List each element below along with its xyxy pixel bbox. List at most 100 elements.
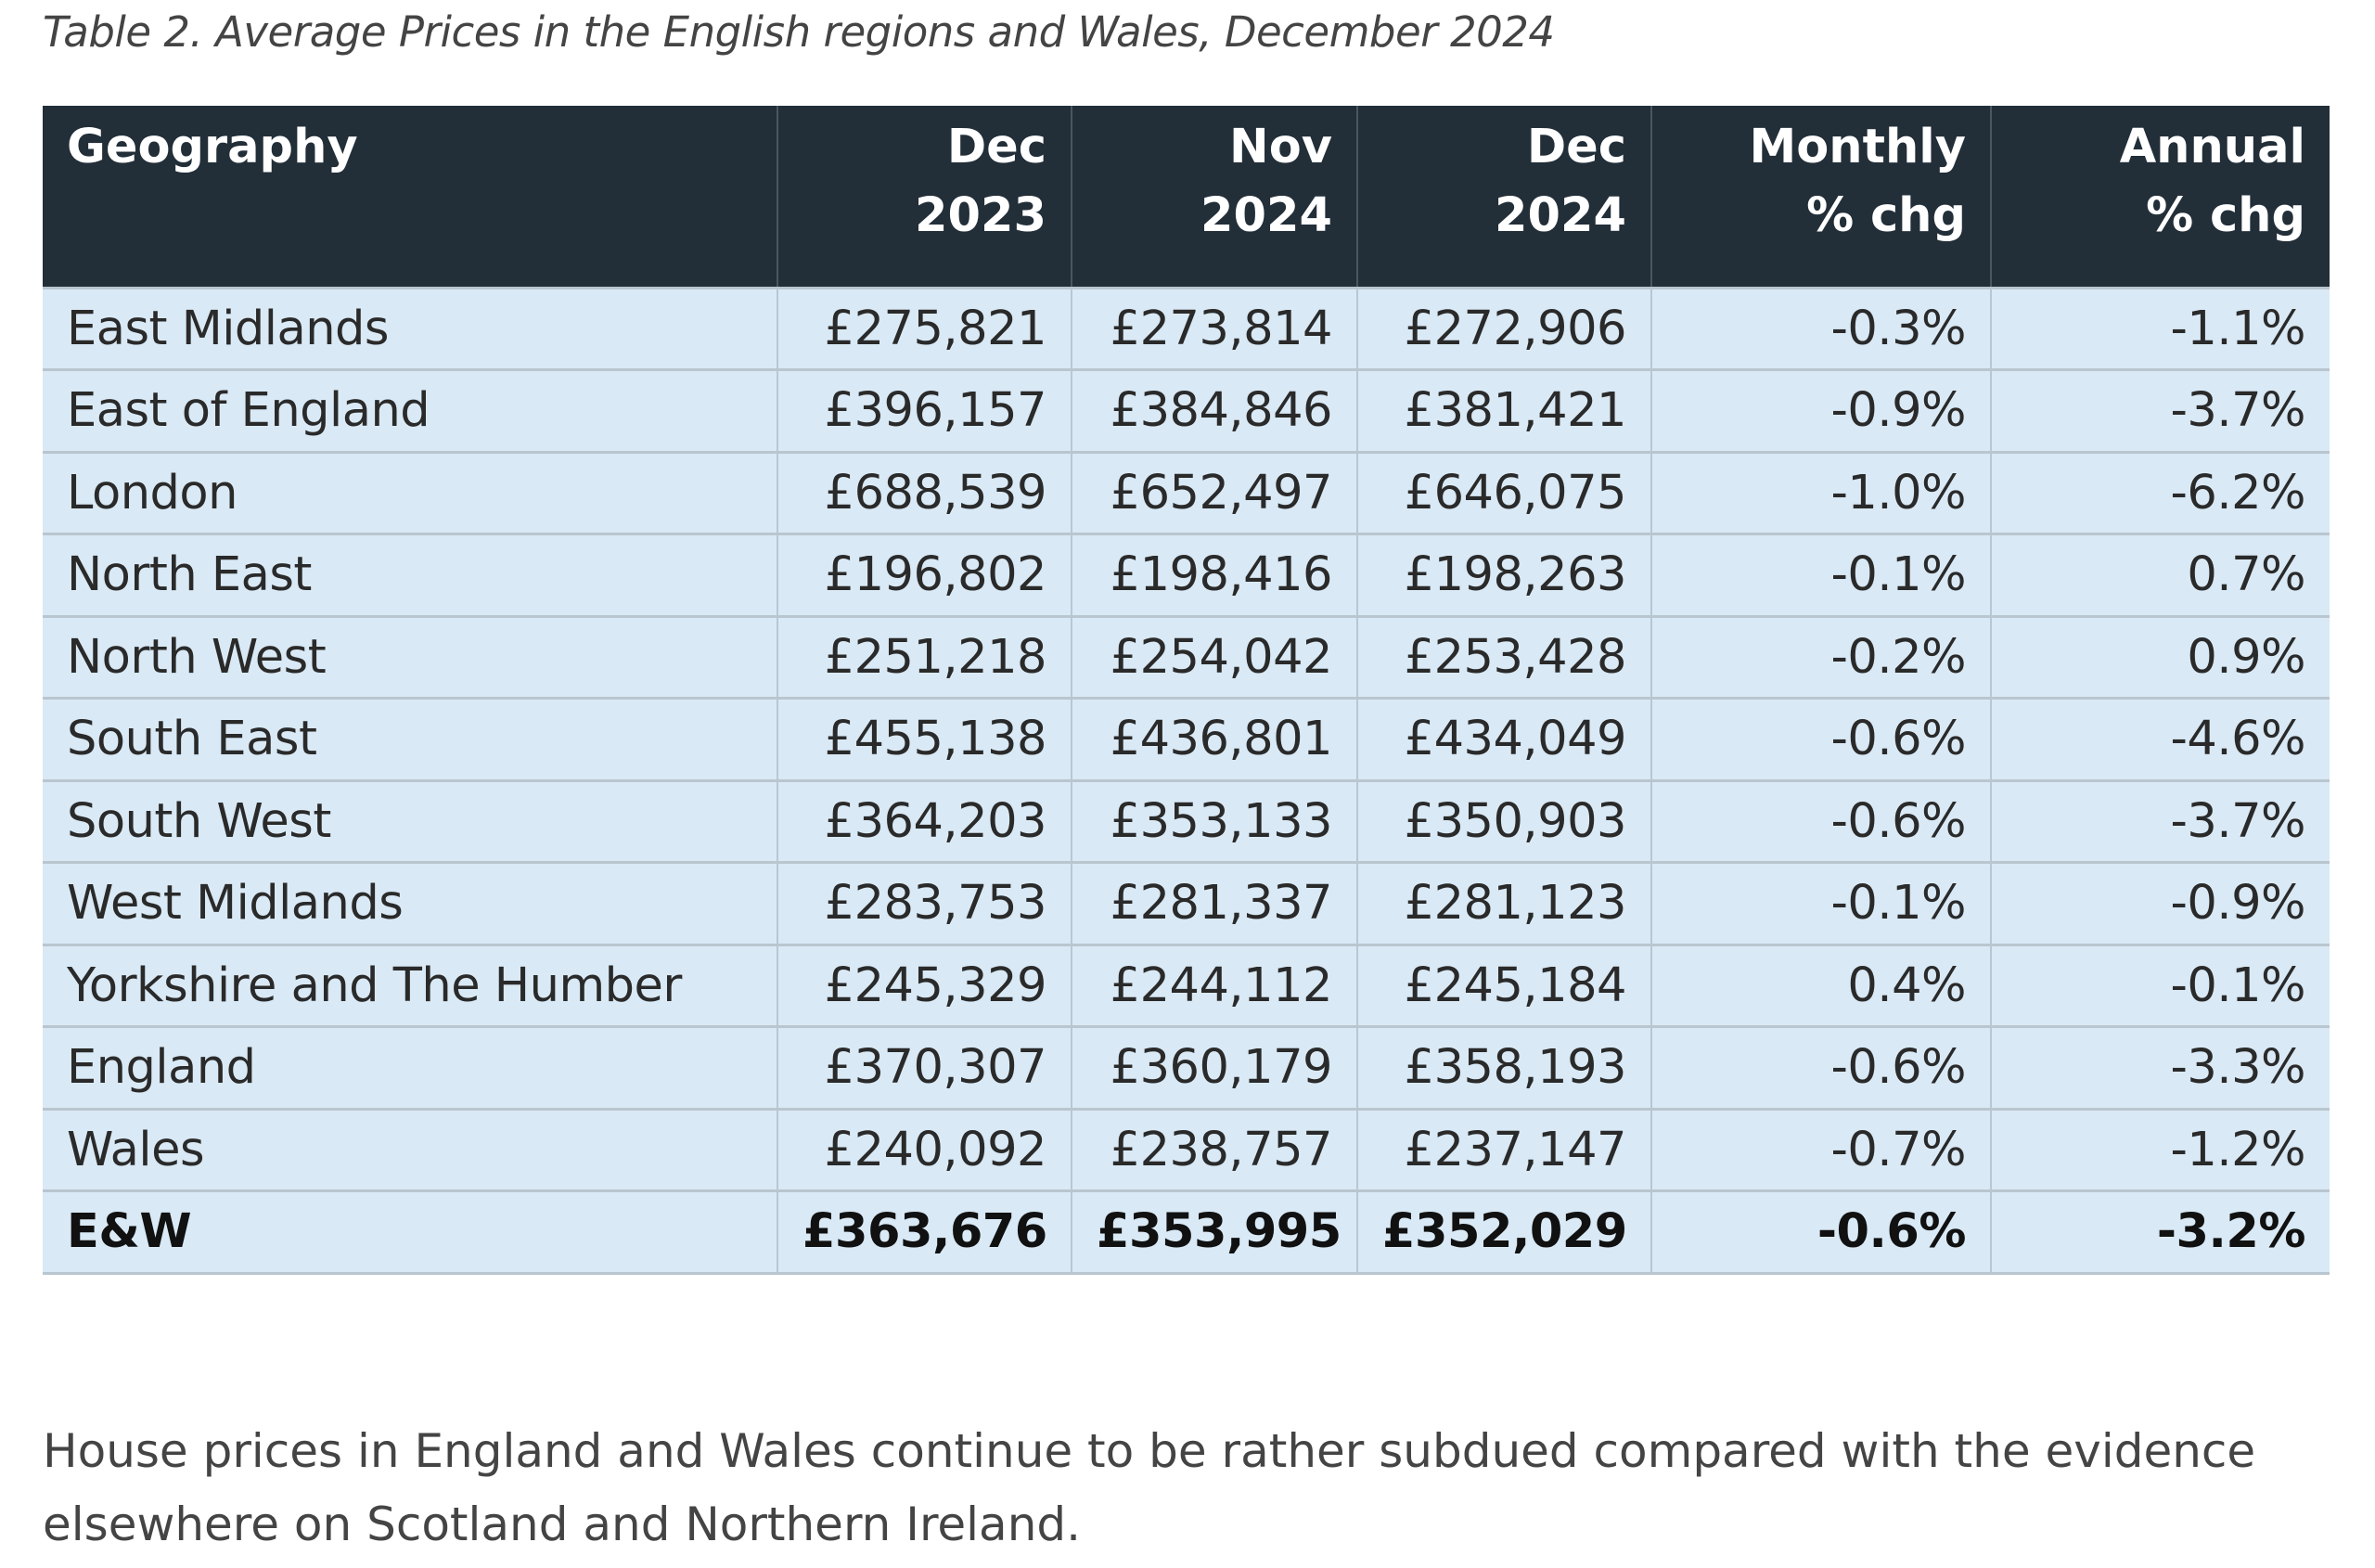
value-cell: £352,029 [1356, 1189, 1651, 1275]
column-header: Geography [43, 106, 777, 288]
column-header: Monthly % chg [1650, 106, 1991, 288]
geography-cell: North West [43, 614, 777, 699]
column-header-line: % chg [2146, 188, 2305, 243]
average-prices-table: Geography Dec 2023 Nov 2024 Dec 2024 Monthly… [43, 106, 2330, 1275]
value-cell: -1.2% [1990, 1107, 2330, 1191]
value-cell: -0.1% [1990, 943, 2330, 1027]
value-cell: -3.7% [1990, 368, 2330, 452]
value-cell: -0.6% [1650, 697, 1991, 780]
value-cell: -0.6% [1650, 1025, 1991, 1109]
geography-cell: Yorkshire and The Humber [43, 943, 777, 1027]
value-cell: -0.6% [1650, 1189, 1991, 1275]
value-cell: £646,075 [1356, 450, 1651, 534]
geography-cell: West Midlands [43, 861, 777, 945]
value-cell: £652,497 [1071, 450, 1357, 534]
geography-cell: E&W [43, 1189, 777, 1275]
value-cell: £253,428 [1356, 614, 1651, 699]
geography-cell: North East [43, 533, 777, 616]
column-header-line: Annual [2119, 120, 2305, 174]
value-cell: £238,757 [1071, 1107, 1357, 1191]
column-header-line: Monthly [1749, 120, 1966, 174]
table-row: Yorkshire and The Humber £245,329 £244,112… [43, 943, 2330, 1027]
geography-cell: London [43, 450, 777, 534]
value-cell: -0.3% [1650, 286, 1991, 370]
value-cell: £353,995 [1071, 1189, 1357, 1275]
geography-cell: England [43, 1025, 777, 1109]
value-cell: -0.7% [1650, 1107, 1991, 1191]
table-header-row: Geography Dec 2023 Nov 2024 Dec 2024 Monthly… [43, 106, 2330, 288]
value-cell: £353,133 [1071, 778, 1357, 863]
value-cell: -3.2% [1990, 1189, 2330, 1275]
value-cell: £384,846 [1071, 368, 1357, 452]
table-row: East Midlands £275,821 £273,814 £272,906 -0.… [43, 286, 2330, 370]
table-row: Wales £240,092 £238,757 £237,147 -0.7% -1.2% [43, 1107, 2330, 1191]
value-cell: 0.4% [1650, 943, 1991, 1027]
column-header: Dec 2024 [1356, 106, 1651, 288]
value-cell: -0.9% [1650, 368, 1991, 452]
value-cell: -0.9% [1990, 861, 2330, 945]
column-header-line: % chg [1806, 188, 1966, 243]
table-caption: Table 2. Average Prices in the English r… [43, 7, 1555, 57]
geography-cell: South West [43, 778, 777, 863]
table-row: England £370,307 £360,179 £358,193 -0.6% -3.3… [43, 1025, 2330, 1109]
value-cell: £245,329 [777, 943, 1072, 1027]
value-cell: £434,049 [1356, 697, 1651, 780]
geography-cell: Wales [43, 1107, 777, 1191]
geography-cell: East of England [43, 368, 777, 452]
column-header-line: Dec 2023 [915, 120, 1046, 243]
value-cell: £283,753 [777, 861, 1072, 945]
value-cell: £363,676 [777, 1189, 1072, 1275]
column-header-line: Dec 2024 [1495, 120, 1626, 243]
value-cell: £244,112 [1071, 943, 1357, 1027]
value-cell: £396,157 [777, 368, 1072, 452]
value-cell: £688,539 [777, 450, 1072, 534]
value-cell: £370,307 [777, 1025, 1072, 1109]
value-cell: -0.6% [1650, 778, 1991, 863]
column-header-line: Nov 2024 [1200, 120, 1332, 243]
table-row: North West £251,218 £254,042 £253,428 -0.2% 0… [43, 614, 2330, 699]
value-cell: -3.7% [1990, 778, 2330, 863]
value-cell: £281,337 [1071, 861, 1357, 945]
value-cell: £350,903 [1356, 778, 1651, 863]
value-cell: 0.7% [1990, 533, 2330, 616]
table-row: West Midlands £283,753 £281,337 £281,123 -0.… [43, 861, 2330, 945]
value-cell: £245,184 [1356, 943, 1651, 1027]
body-paragraph: House prices in England and Wales contin… [43, 1424, 2256, 1551]
column-header: Nov 2024 [1071, 106, 1357, 288]
value-cell: £275,821 [777, 286, 1072, 370]
value-cell: £358,193 [1356, 1025, 1651, 1109]
table-row: London £688,539 £652,497 £646,075 -1.0% -6.2% [43, 450, 2330, 534]
value-cell: £272,906 [1356, 286, 1651, 370]
column-header: Annual % chg [1990, 106, 2330, 288]
geography-cell: South East [43, 697, 777, 780]
value-cell: -4.6% [1990, 697, 2330, 780]
value-cell: £364,203 [777, 778, 1072, 863]
value-cell: -1.1% [1990, 286, 2330, 370]
value-cell: 0.9% [1990, 614, 2330, 699]
value-cell: £240,092 [777, 1107, 1072, 1191]
value-cell: -0.1% [1650, 533, 1991, 616]
value-cell: -0.1% [1650, 861, 1991, 945]
geography-cell: East Midlands [43, 286, 777, 370]
value-cell: -3.3% [1990, 1025, 2330, 1109]
table-row: South East £455,138 £436,801 £434,049 -0.6% -… [43, 697, 2330, 780]
value-cell: £196,802 [777, 533, 1072, 616]
value-cell: £251,218 [777, 614, 1072, 699]
column-header: Dec 2023 [777, 106, 1072, 288]
column-header-line: Geography [67, 120, 358, 174]
value-cell: £455,138 [777, 697, 1072, 780]
value-cell: £381,421 [1356, 368, 1651, 452]
total-row: E&W £363,676 £353,995 £352,029 -0.6% -3.2% [43, 1189, 2330, 1275]
value-cell: -1.0% [1650, 450, 1991, 534]
value-cell: £198,263 [1356, 533, 1651, 616]
table-row: North East £196,802 £198,416 £198,263 -0.1% 0… [43, 533, 2330, 616]
value-cell: £360,179 [1071, 1025, 1357, 1109]
value-cell: £281,123 [1356, 861, 1651, 945]
value-cell: £198,416 [1071, 533, 1357, 616]
value-cell: £436,801 [1071, 697, 1357, 780]
table-row: South West £364,203 £353,133 £350,903 -0.6% -… [43, 778, 2330, 863]
table-row: East of England £396,157 £384,846 £381,421-… [43, 368, 2330, 452]
value-cell: -6.2% [1990, 450, 2330, 534]
value-cell: £254,042 [1071, 614, 1357, 699]
value-cell: -0.2% [1650, 614, 1991, 699]
